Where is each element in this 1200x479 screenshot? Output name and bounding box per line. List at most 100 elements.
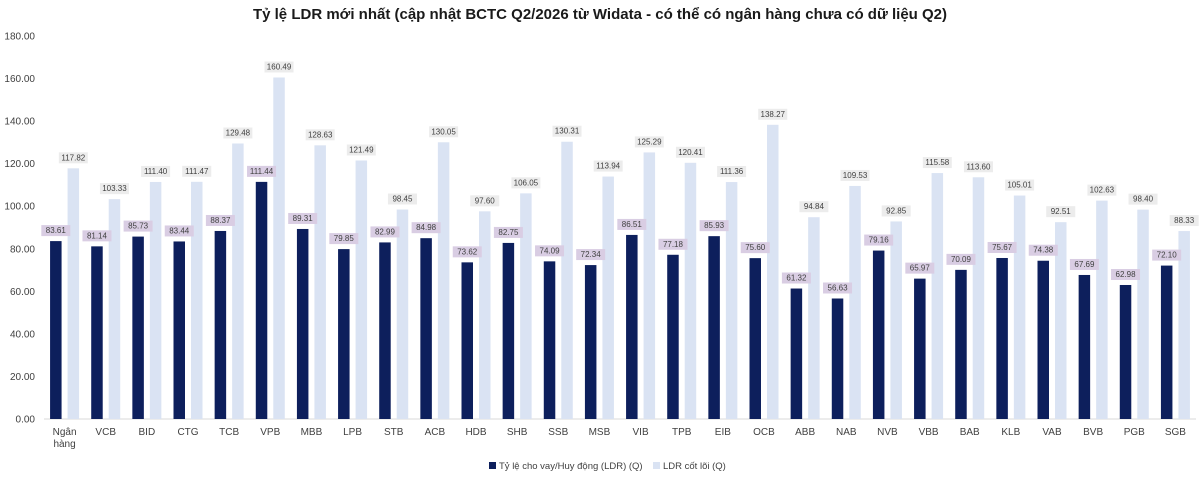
data-label-ldr-core: 130.05	[431, 127, 456, 136]
y-tick-label: 60.00	[10, 287, 35, 298]
x-category-label: SGB	[1165, 427, 1186, 438]
bar-ldr	[667, 254, 679, 419]
bar-ldr-core	[931, 173, 944, 419]
x-category-label: VBB	[919, 427, 939, 438]
bar-ldr-core	[520, 193, 532, 419]
data-label-box-ldr	[1069, 258, 1099, 270]
data-label-ldr: 62.98	[1116, 270, 1137, 279]
data-label-ldr: 72.10	[1157, 251, 1178, 260]
x-category-label: KLB	[1001, 427, 1020, 438]
x-category-label: STB	[384, 427, 404, 438]
x-category-label: VCB	[95, 427, 116, 438]
data-label-ldr: 77.18	[663, 240, 684, 249]
bar-ldr	[1037, 260, 1049, 419]
y-tick-label: 0.00	[16, 415, 36, 426]
data-label-box-ldr-core	[346, 144, 376, 156]
data-label-ldr-core: 130.31	[555, 127, 580, 136]
bar-ldr	[91, 246, 103, 419]
bar-ldr	[502, 242, 515, 419]
data-label-ldr-core: 109.53	[843, 171, 868, 180]
data-label-ldr-core: 97.60	[475, 196, 496, 205]
bar-ldr-core	[561, 141, 573, 419]
bar-ldr	[296, 228, 309, 419]
bar-ldr-core	[355, 160, 368, 419]
data-label-box-ldr	[740, 242, 770, 254]
data-label-box-ldr	[288, 212, 318, 224]
data-label-box-ldr-core	[552, 125, 582, 137]
bar-ldr-core	[643, 152, 656, 420]
data-label-box-ldr-core	[840, 169, 870, 181]
data-label-ldr-core: 121.49	[349, 145, 374, 154]
data-label-ldr-core: 138.27	[761, 110, 786, 119]
data-label-ldr-core: 113.94	[596, 162, 620, 171]
bar-ldr	[1160, 265, 1173, 419]
bar-ldr-core	[1055, 222, 1067, 419]
data-label-box-ldr	[82, 230, 112, 242]
bar-ldr	[173, 241, 185, 419]
x-category-label: ACB	[425, 427, 446, 438]
data-label-ldr: 85.93	[704, 221, 725, 230]
data-label-box-ldr-core	[429, 126, 459, 138]
data-label-ldr: 61.32	[786, 274, 807, 283]
data-label-box-ldr-core	[593, 160, 623, 172]
y-tick-label: 120.00	[4, 159, 35, 170]
data-label-box-ldr	[329, 233, 359, 245]
y-tick-label: 40.00	[10, 329, 35, 340]
bar-ldr-core	[479, 211, 491, 419]
y-tick-label: 100.00	[4, 202, 35, 213]
bar-ldr-core	[314, 145, 326, 419]
data-label-ldr-core: 111.36	[720, 167, 744, 176]
bar-ldr	[996, 257, 1008, 419]
data-label-box-ldr-core	[963, 161, 993, 173]
x-category-label: VIB	[633, 427, 649, 438]
data-label-ldr: 73.62	[457, 247, 478, 256]
x-category-label: HDB	[465, 427, 486, 438]
bar-ldr	[749, 258, 761, 419]
data-label-ldr-core: 160.49	[267, 63, 292, 72]
data-label-box-ldr	[1028, 244, 1058, 256]
bar-ldr	[255, 181, 268, 419]
bar-ldr-core	[108, 199, 121, 419]
data-label-ldr: 67.69	[1074, 260, 1095, 269]
data-label-box-ldr	[576, 249, 606, 261]
x-category-label: BVB	[1083, 427, 1103, 438]
x-category-label: MBB	[301, 427, 323, 438]
bar-ldr-core	[602, 176, 614, 419]
bar-ldr-core	[1178, 231, 1190, 419]
legend-swatch-ldr-core	[653, 462, 660, 469]
data-label-box-ldr-core	[758, 108, 788, 120]
data-label-ldr: 88.37	[210, 216, 231, 225]
data-label-ldr: 81.14	[87, 231, 108, 240]
data-label-ldr: 89.31	[293, 214, 314, 223]
data-label-box-ldr	[1111, 268, 1141, 280]
data-label-box-ldr	[658, 238, 688, 250]
bar-ldr	[955, 269, 967, 419]
data-label-box-ldr	[535, 245, 565, 257]
data-label-ldr-core: 111.40	[144, 167, 168, 176]
data-label-box-ldr-core	[141, 165, 171, 177]
bar-ldr	[50, 241, 62, 419]
bars	[50, 77, 1190, 420]
bar-ldr-core	[232, 143, 244, 419]
data-label-box-ldr-core	[1005, 179, 1035, 191]
bar-ldr	[584, 265, 597, 419]
bar-ldr	[1078, 274, 1091, 419]
data-label-ldr-core: 102.63	[1090, 186, 1115, 195]
data-label-box-ldr	[205, 214, 235, 226]
x-category-label: NAB	[836, 427, 857, 438]
data-label-box-ldr-core	[470, 195, 500, 207]
x-category-label: SHB	[507, 427, 528, 438]
data-label-box-ldr-core	[511, 177, 541, 189]
x-category-label: TPB	[672, 427, 692, 438]
x-category-label: CTG	[177, 427, 198, 438]
x-category-label: MSB	[589, 427, 611, 438]
x-category-label: EIB	[715, 427, 731, 438]
data-label-box-ldr	[164, 225, 194, 237]
data-label-ldr: 86.51	[622, 220, 643, 229]
x-category-label: hàng	[53, 439, 75, 450]
data-label-ldr: 82.99	[375, 227, 396, 236]
data-label-ldr: 85.73	[128, 222, 149, 231]
data-label-box-ldr	[411, 222, 441, 234]
legend-swatch-ldr	[489, 462, 496, 469]
